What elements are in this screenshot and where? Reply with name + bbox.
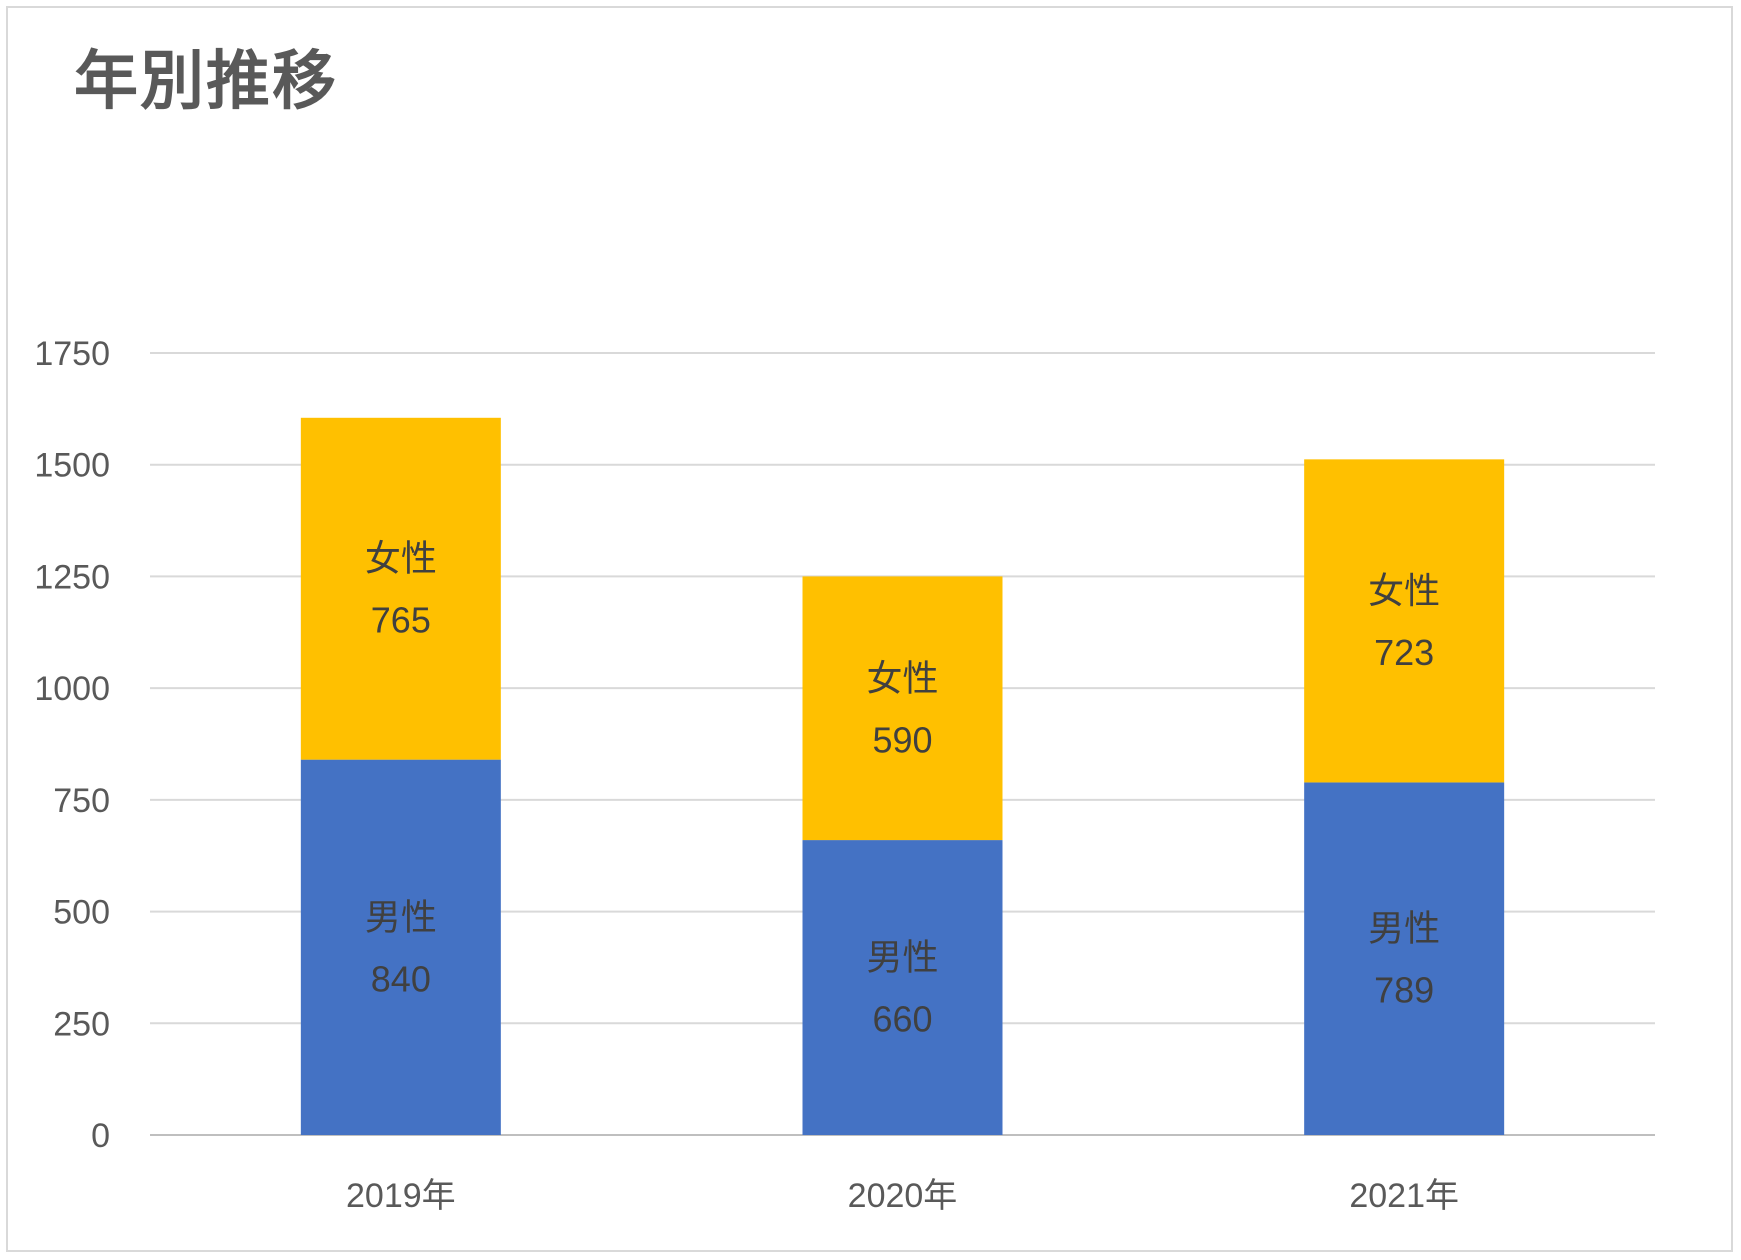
data-label-value: 840 <box>371 958 431 999</box>
data-label-series: 男性 <box>365 897 437 938</box>
y-tick-label: 500 <box>53 894 110 932</box>
bar-segment <box>1304 782 1505 1135</box>
data-label-value: 723 <box>1374 632 1434 673</box>
data-label-value: 789 <box>1374 970 1434 1011</box>
bar-segment <box>300 759 501 1135</box>
data-label-series: 男性 <box>1368 909 1440 950</box>
bars <box>300 417 1505 1135</box>
data-label-value: 590 <box>872 719 932 760</box>
data-label-series: 女性 <box>365 539 437 580</box>
data-labels: 男性 840 女性 765 男性 660 女性 590 男性 789 女性 723 <box>365 539 1440 1040</box>
y-axis-ticks: 0 250 500 750 1000 1250 1500 1750 <box>34 335 110 1155</box>
data-label-series: 女性 <box>1368 571 1440 612</box>
x-tick-label: 2021年 <box>1349 1177 1459 1215</box>
y-tick-label: 1750 <box>34 335 110 373</box>
chart-title: 年別推移 <box>74 45 338 119</box>
bar-segment <box>802 576 1003 841</box>
data-label-value: 765 <box>371 600 431 641</box>
y-tick-label: 0 <box>91 1117 110 1155</box>
y-tick-label: 1500 <box>34 447 110 485</box>
x-tick-label: 2019年 <box>346 1177 456 1215</box>
bar-segment <box>1304 459 1505 783</box>
x-axis-ticks: 2019年 2020年 2021年 <box>346 1177 1459 1215</box>
data-label-series: 男性 <box>866 938 938 979</box>
bar-segment <box>802 840 1003 1135</box>
y-tick-label: 1250 <box>34 558 110 596</box>
y-tick-label: 750 <box>53 782 110 820</box>
x-tick-label: 2020年 <box>848 1177 958 1215</box>
data-label-series: 女性 <box>866 658 938 699</box>
bar-segment <box>300 417 501 760</box>
y-tick-label: 250 <box>53 1005 110 1043</box>
data-label-value: 660 <box>872 999 932 1040</box>
y-tick-label: 1000 <box>34 670 110 708</box>
